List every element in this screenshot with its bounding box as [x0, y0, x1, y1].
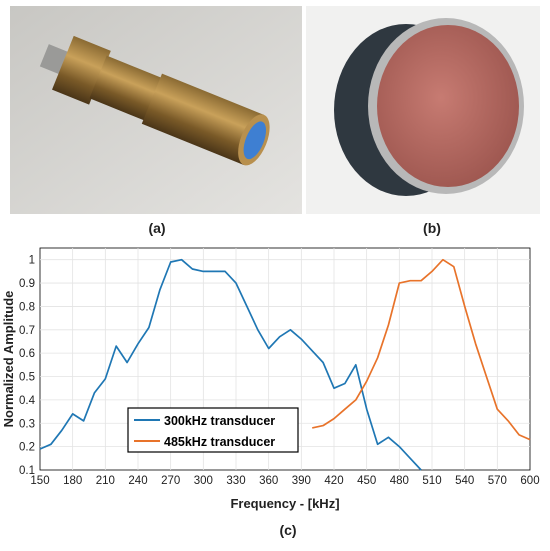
x-tick-label: 150: [30, 475, 49, 487]
y-tick-label: 0.2: [19, 442, 35, 454]
x-axis-label: Frequency - [kHz]: [230, 496, 339, 511]
x-tick-label: 510: [422, 475, 441, 487]
y-tick-label: 0.5: [19, 372, 35, 384]
series-line-1: [312, 258, 531, 441]
series-lines: [39, 258, 531, 471]
x-tick-label: 540: [455, 475, 474, 487]
series-line-0: [39, 258, 422, 471]
photo-b-485khz-transducer: [306, 6, 540, 214]
y-axis-label: Normalized Amplitude: [1, 291, 16, 428]
legend: 300kHz transducer 485kHz transducer: [127, 407, 299, 453]
legend-label-485khz: 485kHz transducer: [164, 435, 275, 449]
y-tick-label: 1: [29, 255, 35, 267]
x-tick-label: 300: [194, 475, 213, 487]
y-tick-labels: 0.1 0.2 0.3 0.4 0.5 0.6 0.7 0.8 0.9 1: [19, 255, 36, 477]
legend-box: [127, 407, 299, 453]
panel-label-b: (b): [423, 220, 441, 236]
chart-svg: 150 180 210 240 270 300 330 360 390 420 450 480 510 5…: [1, 247, 540, 538]
x-tick-label: 480: [390, 475, 409, 487]
y-tick-label: 0.7: [19, 325, 35, 337]
round-transducer-image: [306, 6, 540, 214]
x-tick-label: 330: [226, 475, 245, 487]
x-tick-label: 390: [292, 475, 311, 487]
y-tick-label: 0.1: [19, 465, 35, 477]
photo-a-300khz-transducer: [10, 6, 302, 214]
frequency-response-chart: 150 180 210 240 270 300 330 360 390 420 450 480 510 5…: [0, 232, 550, 546]
panel-label-c: (c): [279, 522, 296, 538]
brass-transducer-image: [10, 6, 302, 214]
x-tick-label: 360: [259, 475, 278, 487]
y-tick-label: 0.9: [19, 278, 35, 290]
x-tick-label: 420: [324, 475, 343, 487]
legend-label-300khz: 300kHz transducer: [164, 414, 275, 428]
x-tick-label: 450: [357, 475, 376, 487]
y-tick-label: 0.6: [19, 348, 35, 360]
y-tick-label: 0.3: [19, 418, 35, 430]
x-tick-label: 240: [128, 475, 147, 487]
panel-label-a: (a): [148, 220, 166, 236]
x-tick-label: 570: [488, 475, 507, 487]
y-tick-label: 0.8: [19, 301, 35, 313]
x-tick-label: 180: [63, 475, 82, 487]
x-tick-label: 270: [161, 475, 180, 487]
y-tick-label: 0.4: [19, 395, 36, 407]
x-tick-labels: 150 180 210 240 270 300 330 360 390 420 450 480 510 5…: [30, 475, 539, 487]
x-tick-label: 210: [96, 475, 115, 487]
x-tick-label: 600: [520, 475, 539, 487]
